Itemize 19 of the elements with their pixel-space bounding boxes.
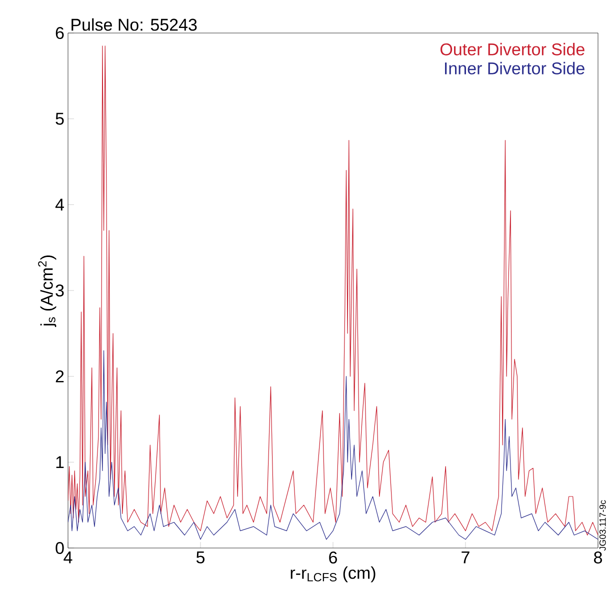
y-tick-label: 2 <box>56 370 64 382</box>
y-tick-label: 1 <box>56 456 64 468</box>
x-tick-label: 4 <box>64 552 72 564</box>
chart-title: Pulse No: 55243 <box>72 18 197 31</box>
text: Inner Divertor Side <box>445 62 584 74</box>
y-tick-label: 4 <box>55 198 64 211</box>
x-tick-label: 7 <box>462 552 470 564</box>
x-axis-title: r-r$_{LCFS}$ (cm) <box>290 566 376 582</box>
x-tick-label: 6 <box>329 552 337 564</box>
x-tick-label: 8 <box>594 552 602 564</box>
x-tick-label: 5 <box>196 552 205 564</box>
line-series <box>68 350 598 540</box>
y-tick-label: 6 <box>56 26 64 40</box>
y-tick-label: 5 <box>56 112 64 125</box>
y-axis-title: j$_{s}$ (A/cm$^{2}$) <box>38 255 56 327</box>
text: JG03.117-9c <box>599 500 606 551</box>
y-tick-label: 3 <box>56 284 64 297</box>
y-tick-label: 0 <box>56 542 64 554</box>
text: Outer Divertor Side <box>440 42 584 56</box>
